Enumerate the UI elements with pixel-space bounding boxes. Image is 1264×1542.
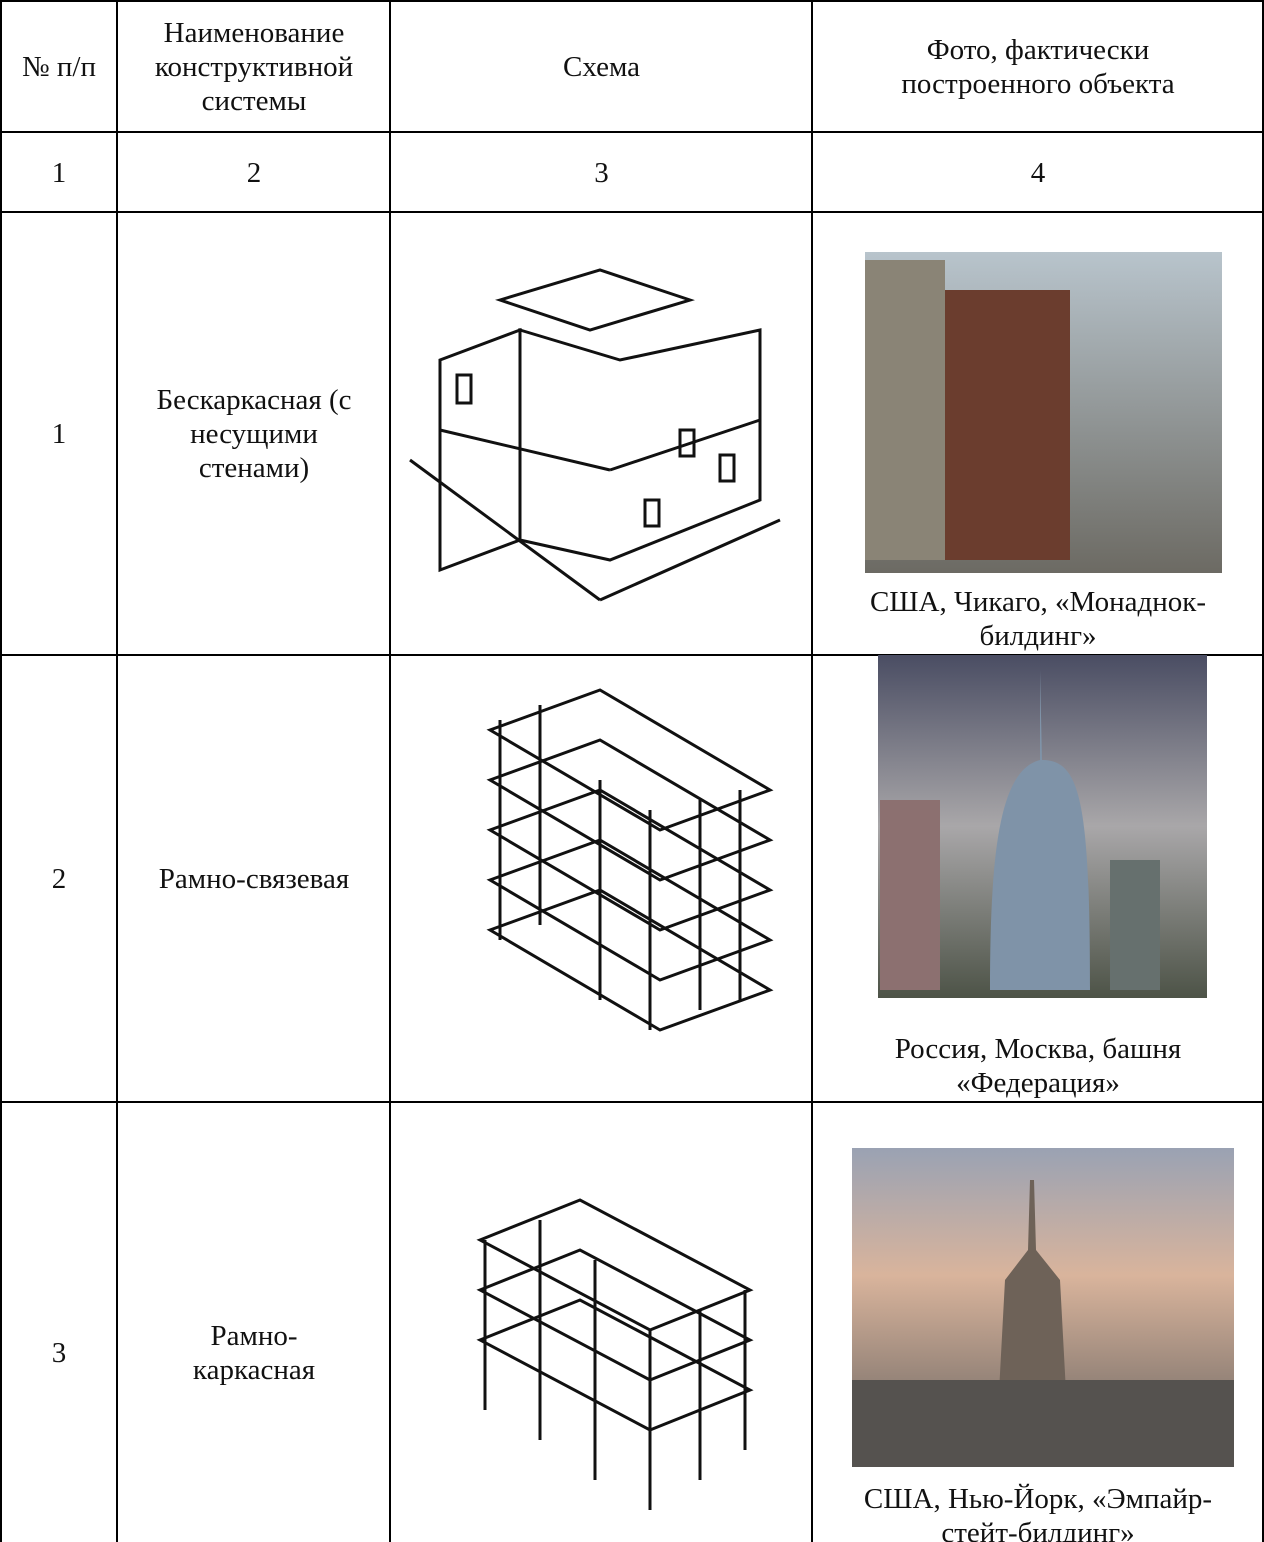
system-name: Рамно-каркасная (192, 1319, 316, 1386)
photo-building (940, 290, 1070, 560)
photo-caption: Россия, Москва, башня «Федерация» (894, 1033, 1182, 1099)
photo-building (880, 800, 940, 990)
numbering-cell: 1 (51, 156, 67, 189)
numbering-cell: 3 (594, 156, 609, 189)
scheme-frame (476, 1198, 754, 1510)
scheme-frame-braced (486, 688, 774, 1032)
scheme-bearing-walls (409, 268, 781, 602)
system-name: Бескаркасная (с несущими стенами) (156, 384, 352, 484)
numbering-cell: 4 (1030, 156, 1046, 189)
photo-building (1110, 860, 1160, 990)
photo-caption: США, Нью-Йорк, «Эмпайр-стейт-билдинг» (863, 1483, 1213, 1542)
row-number: 3 (51, 1336, 67, 1369)
header-cell: № п/п (21, 51, 96, 83)
row-number: 1 (51, 418, 67, 450)
row-number: 2 (51, 863, 67, 895)
photo-city (852, 1380, 1234, 1467)
header-cell: Схема (562, 51, 641, 83)
header-cell: Фото, фактически построенного объекта (901, 34, 1175, 100)
header-cell: Наименование конструктивной системы (154, 17, 354, 117)
numbering-cell: 2 (246, 156, 262, 189)
photo-building (865, 260, 945, 560)
system-name: Рамно-связевая (158, 863, 350, 895)
photo-caption: США, Чикаго, «Монаднок-билдинг» (869, 586, 1207, 652)
photo-tower (990, 670, 1090, 990)
